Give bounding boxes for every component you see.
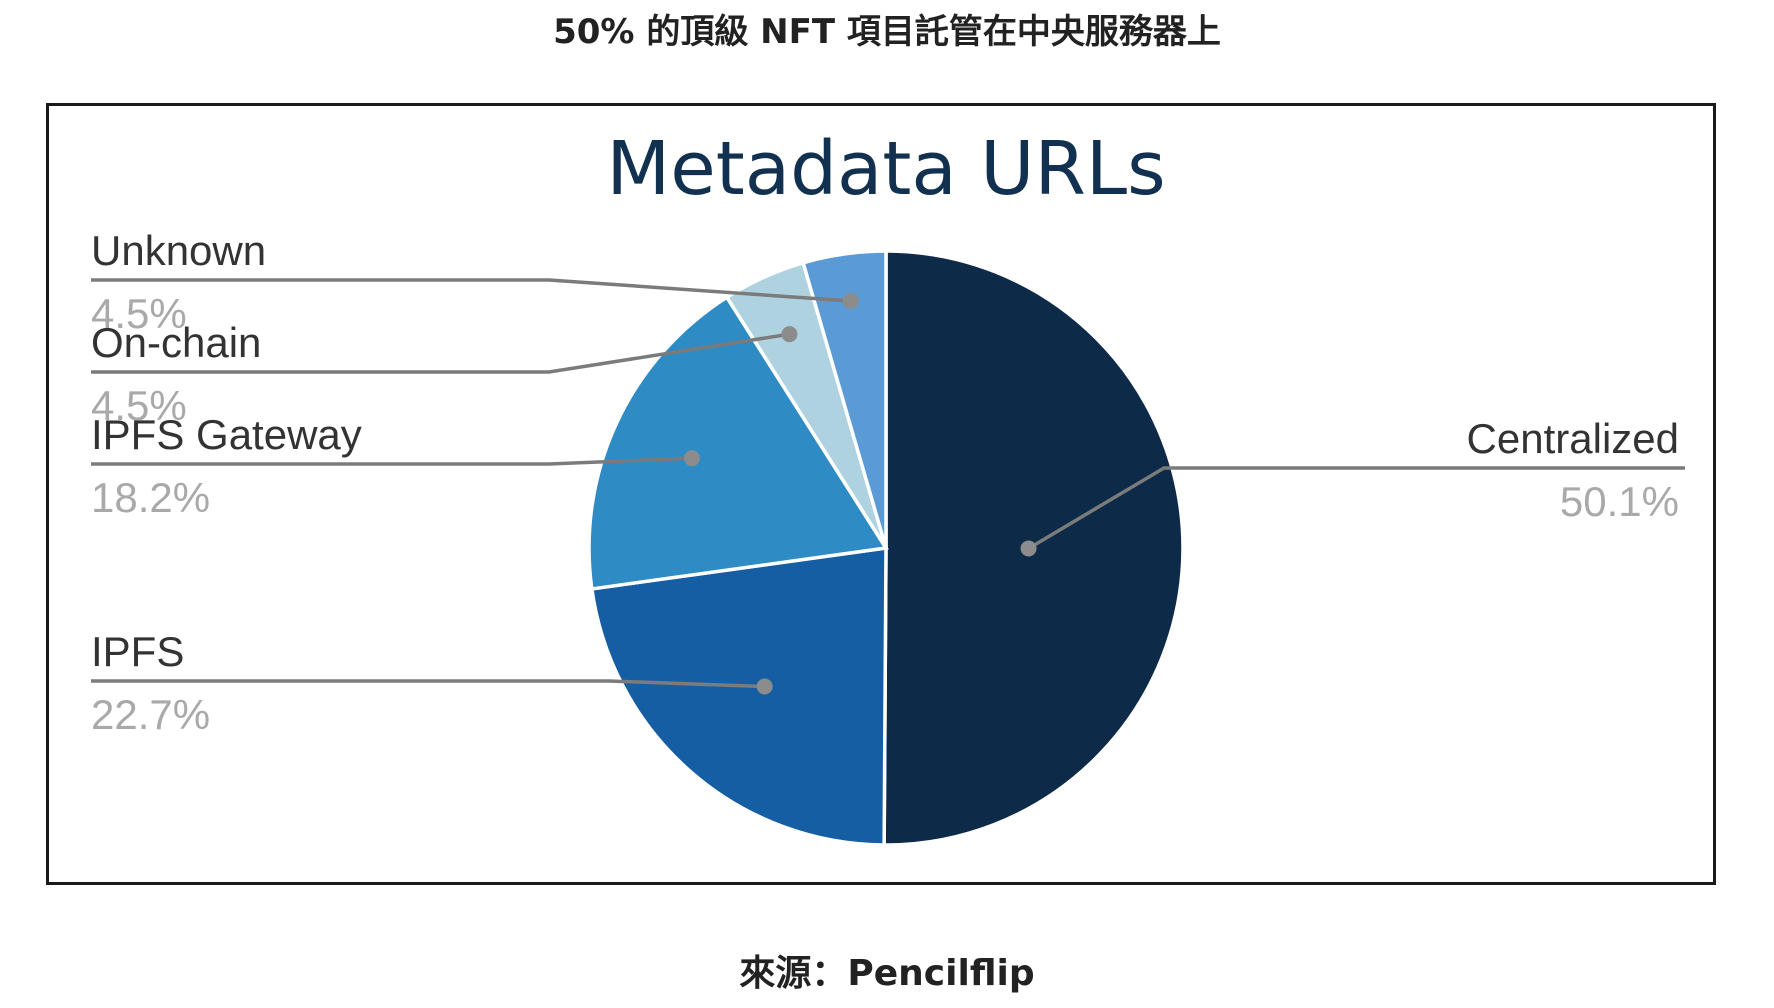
source-credit: 來源：Pencilflip [739,953,1035,994]
slice-label-ipfs: IPFS [91,628,184,675]
leader-dot-unknown [842,293,859,310]
leader-line-on-chain [91,332,790,374]
leader-dot-centralized [1020,540,1037,557]
slice-value-ipfs-gateway: 18.2% [91,474,210,521]
leader-dot-ipfs [756,678,773,695]
slice-value-ipfs: 22.7% [91,691,210,738]
pie-chart: Metadata URLs Centralized 50.1% IPFS 22.7% I… [91,126,1685,847]
leader-line-unknown [91,278,851,303]
leader-line-ipfs [91,679,765,689]
leader-line-centralized [1027,466,1685,550]
slice-label-ipfs-gateway: IPFS Gateway [91,411,362,458]
chart-frame: Metadata URLs Centralized 50.1% IPFS 22.7% I… [46,103,1716,885]
pie-slices [587,249,1185,847]
slice-value-on-chain: 4.5% [91,382,187,429]
slice-label-on-chain: On-chain [91,319,261,366]
leader-dot-ipfs-gateway [683,450,700,467]
slice-label-unknown: Unknown [91,227,266,274]
slice-value-unknown: 4.5% [91,290,187,337]
pie-labels: Centralized 50.1% IPFS 22.7% IPFS Gateway 18.… [91,227,1685,738]
pie-slice-unknown [800,249,888,549]
leader-dot-on-chain [781,326,798,343]
leader-line-ipfs-gateway [91,456,693,466]
chart-title: Metadata URLs [606,126,1165,212]
pie-slice-ipfs [589,545,888,847]
page-title: 50% 的頂級 NFT 項目託管在中央服務器上 [553,12,1221,52]
slice-value-centralized: 50.1% [1560,478,1679,525]
slice-label-centralized: Centralized [1467,415,1679,462]
pie-slice-ipfs-gateway [587,294,889,591]
